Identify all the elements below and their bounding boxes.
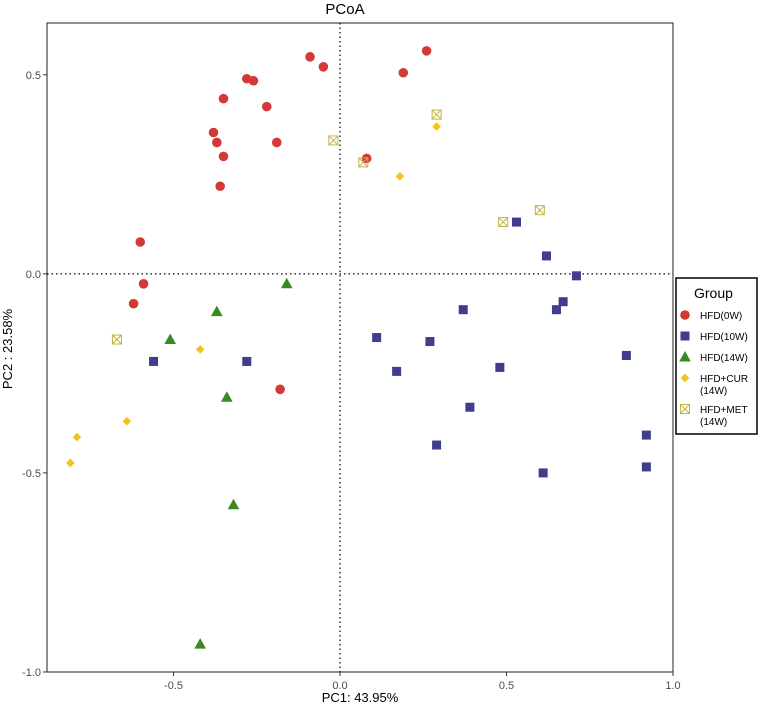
y-tick-label: -1.0: [22, 667, 41, 679]
data-point: [122, 416, 132, 426]
data-point: [495, 362, 505, 372]
data-point: [248, 75, 259, 86]
data-point: [498, 217, 509, 228]
data-point: [280, 277, 293, 289]
data-point: [641, 430, 651, 440]
data-point: [72, 432, 82, 442]
data-point: [465, 402, 475, 412]
data-point: [208, 127, 219, 138]
legend-label: HFD(14W): [700, 353, 748, 364]
data-point: [392, 366, 402, 376]
data-point: [571, 271, 581, 281]
reference-lines: [47, 23, 673, 672]
data-point: [111, 334, 122, 345]
x-tick-label: 0.0: [332, 680, 347, 692]
legend-item: HFD(0W): [680, 310, 742, 322]
y-tick-label: 0.5: [26, 70, 41, 82]
data-point: [218, 93, 229, 104]
data-point: [425, 337, 435, 347]
series-diamond: [66, 122, 441, 468]
data-point: [164, 333, 177, 345]
data-point: [305, 52, 315, 62]
data-point: [135, 237, 146, 247]
data-point: [421, 46, 432, 56]
legend-label: HFD(0W): [700, 311, 742, 322]
data-point: [215, 181, 225, 192]
data-point: [534, 205, 545, 216]
data-point: [149, 356, 159, 366]
x-tick-label: 1.0: [665, 680, 680, 692]
legend-key: [680, 310, 690, 320]
legend-label: HFD+MET (14W): [700, 405, 748, 428]
legend-item: HFD+MET (14W): [680, 404, 748, 428]
data-point: [372, 333, 382, 343]
data-point: [194, 638, 206, 649]
data-point: [242, 356, 252, 366]
y-tick-label: 0.0: [26, 269, 41, 281]
data-point: [318, 61, 329, 72]
series-boxx: [111, 109, 545, 345]
data-point: [138, 278, 149, 289]
series-circle: [128, 46, 432, 395]
plot-panel: [46, 22, 674, 673]
data-point: [211, 305, 223, 317]
series-square: [149, 217, 651, 478]
chart-title: PCoA: [325, 1, 364, 18]
data-point: [212, 137, 222, 148]
legend-item: HFD+CUR (14W): [680, 373, 748, 397]
data-point: [128, 298, 139, 309]
y-axis-ticks: -1.0 -0.5 0.0 0.5: [22, 70, 47, 679]
data-point: [227, 498, 240, 510]
x-tick-label: -0.5: [164, 680, 183, 692]
data-point: [458, 305, 468, 315]
y-axis-label: PC2 : 23.58%: [0, 308, 15, 389]
data-point: [221, 391, 233, 402]
x-axis-label: PC1: 43.95%: [322, 690, 399, 705]
series-triangle: [164, 277, 293, 649]
data-point: [358, 157, 369, 168]
legend-key: [679, 351, 691, 362]
data-point: [431, 109, 442, 120]
data-point: [261, 101, 272, 112]
data-point: [538, 468, 548, 478]
legend-label: HFD(10W): [700, 332, 748, 343]
x-tick-label: 0.5: [499, 680, 514, 692]
data-point: [218, 151, 229, 162]
data-point: [275, 384, 285, 395]
data-point: [195, 345, 205, 354]
data-point: [432, 122, 441, 131]
legend: Group HFD(0W) HFD(10W) HFD(14W) HFD+CUR (14W…: [675, 277, 758, 435]
legend-key: [680, 373, 690, 383]
y-tick-label: -0.5: [22, 468, 41, 480]
data-point: [541, 251, 551, 261]
legend-key: [680, 404, 690, 414]
x-axis-ticks: -0.5 0.0 0.5 1.0: [164, 672, 681, 692]
data-point: [271, 137, 282, 148]
data-point: [512, 217, 521, 227]
data-point: [432, 440, 442, 450]
data-point: [641, 462, 651, 472]
data-point: [551, 305, 561, 315]
legend-item: HFD(10W): [680, 331, 748, 343]
data-point: [621, 350, 631, 360]
data-point: [395, 171, 405, 181]
data-point: [398, 67, 409, 78]
data-point: [558, 297, 568, 307]
data-points: [66, 46, 651, 649]
legend-item: HFD(14W): [679, 351, 748, 364]
legend-label: HFD+CUR (14W): [700, 374, 748, 397]
data-point: [328, 135, 339, 146]
legend-title: Group: [694, 285, 733, 301]
legend-key: [680, 331, 690, 341]
data-point: [66, 458, 75, 468]
